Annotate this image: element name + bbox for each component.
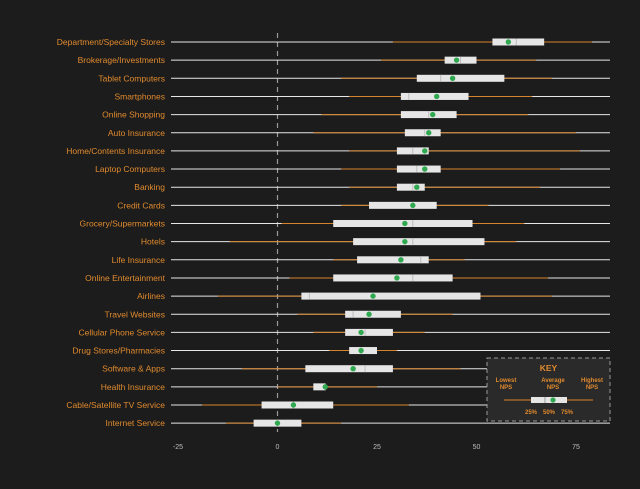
box-row: Home/Contents Insurance	[66, 146, 610, 156]
x-tick-label: 50	[473, 444, 481, 451]
legend-lowest-line2: NPS	[500, 385, 512, 391]
category-label: Cable/Satellite TV Service	[66, 400, 165, 410]
box-row: Department/Specialty Stores	[57, 37, 610, 47]
category-label: Hotels	[141, 237, 165, 247]
legend-box-shape	[531, 397, 567, 403]
category-label: Home/Contents Insurance	[66, 146, 165, 156]
average-dot	[370, 293, 376, 299]
box-row: Internet Service	[105, 418, 610, 428]
average-dot	[290, 402, 297, 408]
legend-highest-line1: Highest	[581, 378, 603, 384]
average-dot	[434, 93, 440, 100]
box-row: Cellular Phone Service	[79, 327, 610, 337]
category-label: Internet Service	[105, 418, 165, 428]
box-row: Tablet Computers	[98, 73, 610, 83]
legend-average-dot	[550, 397, 556, 403]
iqr-box	[396, 183, 425, 191]
average-dot	[350, 366, 356, 372]
average-dot	[453, 57, 460, 63]
x-tick-label: -25	[173, 444, 183, 451]
box-row: Hotels	[141, 237, 610, 247]
category-label: Banking	[134, 182, 165, 192]
box-row: Laptop Computers	[95, 164, 610, 174]
average-dot	[414, 184, 420, 190]
average-dot	[410, 202, 416, 209]
average-dot	[358, 329, 364, 336]
category-label: Grocery/Supermarkets	[80, 219, 166, 229]
average-dot	[422, 166, 428, 172]
average-dot	[422, 148, 428, 154]
iqr-box	[345, 328, 393, 336]
category-label: Health Insurance	[101, 382, 166, 392]
legend-box	[486, 357, 611, 422]
average-dot	[430, 111, 436, 118]
box-row: Airlines	[137, 291, 610, 301]
category-label: Software & Apps	[102, 364, 165, 374]
iqr-box	[396, 165, 441, 173]
legend-title: KEY	[540, 363, 558, 373]
box-row: Online Entertainment	[85, 273, 610, 283]
iqr-box	[313, 383, 326, 391]
legend-average-line2: NPS	[547, 385, 559, 391]
box-row: Online Shopping	[102, 110, 610, 120]
iqr-box	[345, 310, 401, 318]
box-row: Auto Insurance	[108, 128, 610, 138]
x-tick-label: 25	[373, 444, 381, 451]
box-row: Banking	[134, 182, 610, 192]
category-label: Online Shopping	[102, 110, 165, 120]
category-label: Brokerage/Investments	[78, 55, 165, 65]
average-dot	[394, 275, 400, 281]
legend-q3-label: 75%	[561, 410, 574, 416]
box-row: Travel Websites	[105, 309, 610, 319]
box-row: Credit Cards	[117, 200, 610, 210]
average-dot	[358, 347, 364, 354]
box-row: Drug Stores/Pharmacies	[72, 346, 610, 356]
box-row: Grocery/Supermarkets	[80, 219, 610, 229]
iqr-box	[369, 201, 437, 209]
x-axis: -25 0 25 50 75	[173, 444, 580, 451]
average-dot	[426, 130, 432, 136]
average-dot	[505, 39, 512, 45]
category-label: Credit Cards	[117, 200, 165, 210]
category-label: Airlines	[137, 291, 165, 301]
category-label: Drug Stores/Pharmacies	[72, 346, 165, 356]
x-tick-label: 75	[572, 444, 580, 451]
category-label: Travel Websites	[105, 309, 165, 319]
average-dot	[449, 75, 456, 82]
legend-average-line1: Average	[541, 378, 565, 384]
iqr-box	[301, 292, 481, 300]
category-label: Life Insurance	[112, 255, 166, 265]
iqr-box	[305, 365, 393, 373]
iqr-box	[416, 74, 505, 82]
iqr-box	[353, 238, 485, 246]
category-label: Department/Specialty Stores	[57, 37, 165, 47]
iqr-box	[261, 401, 334, 409]
average-dot	[402, 238, 408, 245]
category-label: Online Entertainment	[85, 273, 165, 283]
category-label: Cellular Phone Service	[79, 327, 166, 337]
iqr-box	[357, 256, 429, 264]
category-label: Auto Insurance	[108, 128, 165, 138]
average-dot	[402, 220, 408, 227]
box-row: Brokerage/Investments	[78, 55, 610, 65]
legend-highest-line2: NPS	[586, 385, 598, 391]
average-dot	[274, 420, 281, 426]
category-label: Tablet Computers	[98, 73, 165, 83]
box-row: Smartphones	[114, 91, 610, 101]
iqr-box	[492, 38, 545, 46]
category-label: Laptop Computers	[95, 164, 165, 174]
iqr-box	[333, 274, 453, 282]
average-dot	[366, 311, 372, 317]
legend-key: KEY Lowest NPS Average NPS Highest NPS 2…	[486, 357, 611, 422]
average-dot	[322, 384, 328, 390]
legend-q1-label: 25%	[525, 410, 538, 416]
average-dot	[398, 257, 404, 263]
iqr-box	[404, 129, 441, 137]
legend-median-label: 50%	[543, 410, 556, 416]
category-label: Smartphones	[114, 91, 165, 101]
box-row: Life Insurance	[112, 255, 610, 265]
legend-lowest-line1: Lowest	[496, 378, 517, 384]
x-tick-label: 0	[276, 444, 280, 451]
